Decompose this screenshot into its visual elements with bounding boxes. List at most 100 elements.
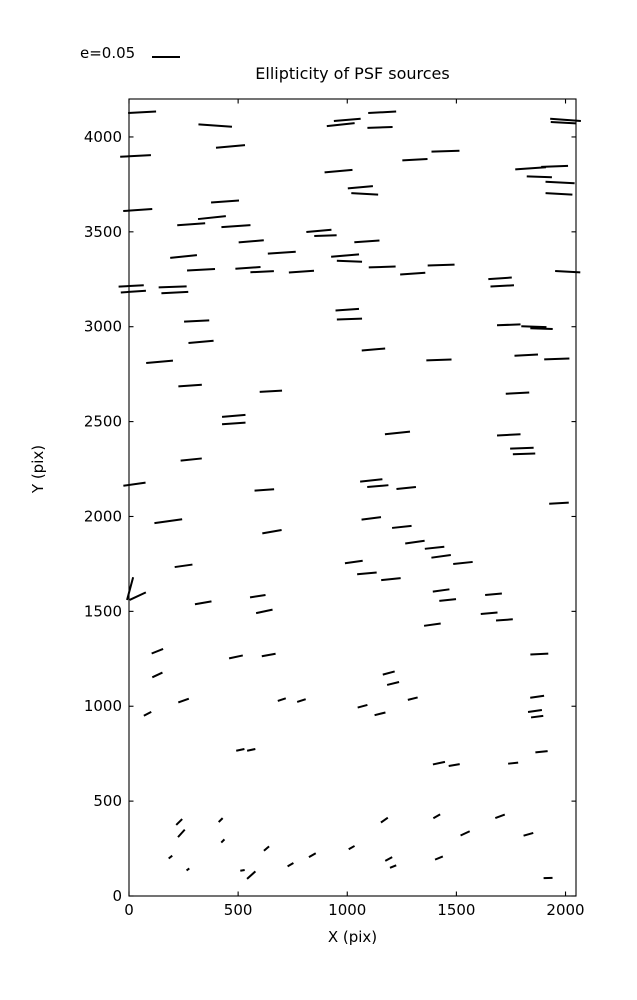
whisker-marker [510,446,534,450]
whisker-marker [389,864,397,869]
whisker-marker [211,199,240,204]
whisker-marker [175,818,183,826]
whisker-marker [508,761,519,765]
whisker-marker [161,290,189,295]
whisker-marker [120,154,151,158]
y-tick-label: 2000 [84,507,122,525]
x-tick-label: 500 [224,901,253,919]
whisker-marker [146,359,174,364]
whisker-marker [488,276,512,281]
page-title: Ellipticity of PSF sources [255,64,450,83]
x-axis-label: X (pix) [327,928,378,946]
whisker-marker [360,478,383,483]
whisker-marker [314,234,337,238]
whisker-marker [174,563,193,569]
whisker-marker [391,524,412,529]
whisker-marker [151,647,164,655]
whisker-marker [249,593,266,599]
whisker-marker [367,126,393,129]
whisker-marker [485,592,502,597]
whisker-marker [123,481,146,487]
whisker-marker [530,652,549,656]
whisker-marker [158,285,187,289]
whisker-marker [198,123,233,128]
whisker-marker [439,598,457,602]
whisker-marker [336,317,363,321]
whisker-marker [427,263,455,267]
whisker-marker [123,208,153,213]
whisker-marker [324,168,353,174]
y-tick-label: 2500 [84,413,122,431]
whisker-marker [177,697,190,704]
whisker-marker [494,813,506,819]
whisker-marker [434,855,444,861]
whisker-marker [336,259,363,263]
whisker-marker [460,830,471,837]
whisker-marker [550,121,576,125]
whisker-marker [348,845,356,851]
legend-scale-label: e=0.05 [80,44,136,62]
whisker-marker [380,816,389,824]
whisker-marker [197,215,226,221]
whisker-marker [374,711,386,717]
y-tick-label: 0 [112,887,122,905]
whisker-marker [263,845,270,852]
whisker-marker [255,608,273,615]
whisker-marker [432,760,446,766]
whisker-marker [259,389,283,393]
whisker-marker [382,670,395,676]
whisker-marker [254,488,275,492]
whisker-marker [361,347,386,352]
whisker-marker [431,149,460,153]
whisker-marker [240,869,245,872]
whisker-marker [432,813,441,820]
whisker-marker [480,611,498,615]
y-tick-label: 500 [93,792,122,810]
whisker-marker [523,831,534,837]
whisker-marker [550,117,581,122]
whisker-marker [331,253,360,258]
whisker-marker [490,284,515,288]
whisker-marker [308,852,317,859]
whisker-marker [188,339,214,344]
whisker-marker [361,516,382,521]
whisker-marker [530,327,553,330]
whisker-marker [354,239,380,244]
whisker-marker [530,694,545,699]
whisker-marker [424,545,445,550]
whisker-marker [261,652,276,658]
whisker-marker [527,709,543,713]
whisker-marker [453,560,473,565]
whisker-marker [541,164,569,168]
whisker-marker [296,698,306,703]
whisker-marker [288,269,315,274]
whisker-marker [432,588,450,593]
whisker-marker [431,553,451,559]
whisker-marker [250,270,274,274]
whisker-marker [496,433,521,437]
whisker-marker [530,714,544,719]
whisker-marker [333,117,361,123]
whisker-marker [344,559,363,565]
whisker-marker [326,122,355,128]
whisker-marker [170,254,198,259]
whisker-marker [126,576,135,601]
whisker-marker [514,353,539,357]
whisker-marker [246,748,256,752]
whisker-marker [238,239,264,244]
whisker-marker [306,228,332,233]
whisker-marker [386,681,400,686]
whisker-marker [246,870,257,880]
whisker-marker [217,817,224,823]
whisker-marker [168,854,173,860]
x-tick-label: 1000 [328,901,366,919]
x-tick-label: 1500 [437,901,475,919]
whisker-marker [357,703,368,709]
whisker-marker [262,528,282,535]
whisker-marker [535,750,548,754]
whisker-marker [185,867,190,872]
axes-frame [128,98,577,897]
whisker-marker [351,192,379,196]
whisker-marker [405,539,425,545]
